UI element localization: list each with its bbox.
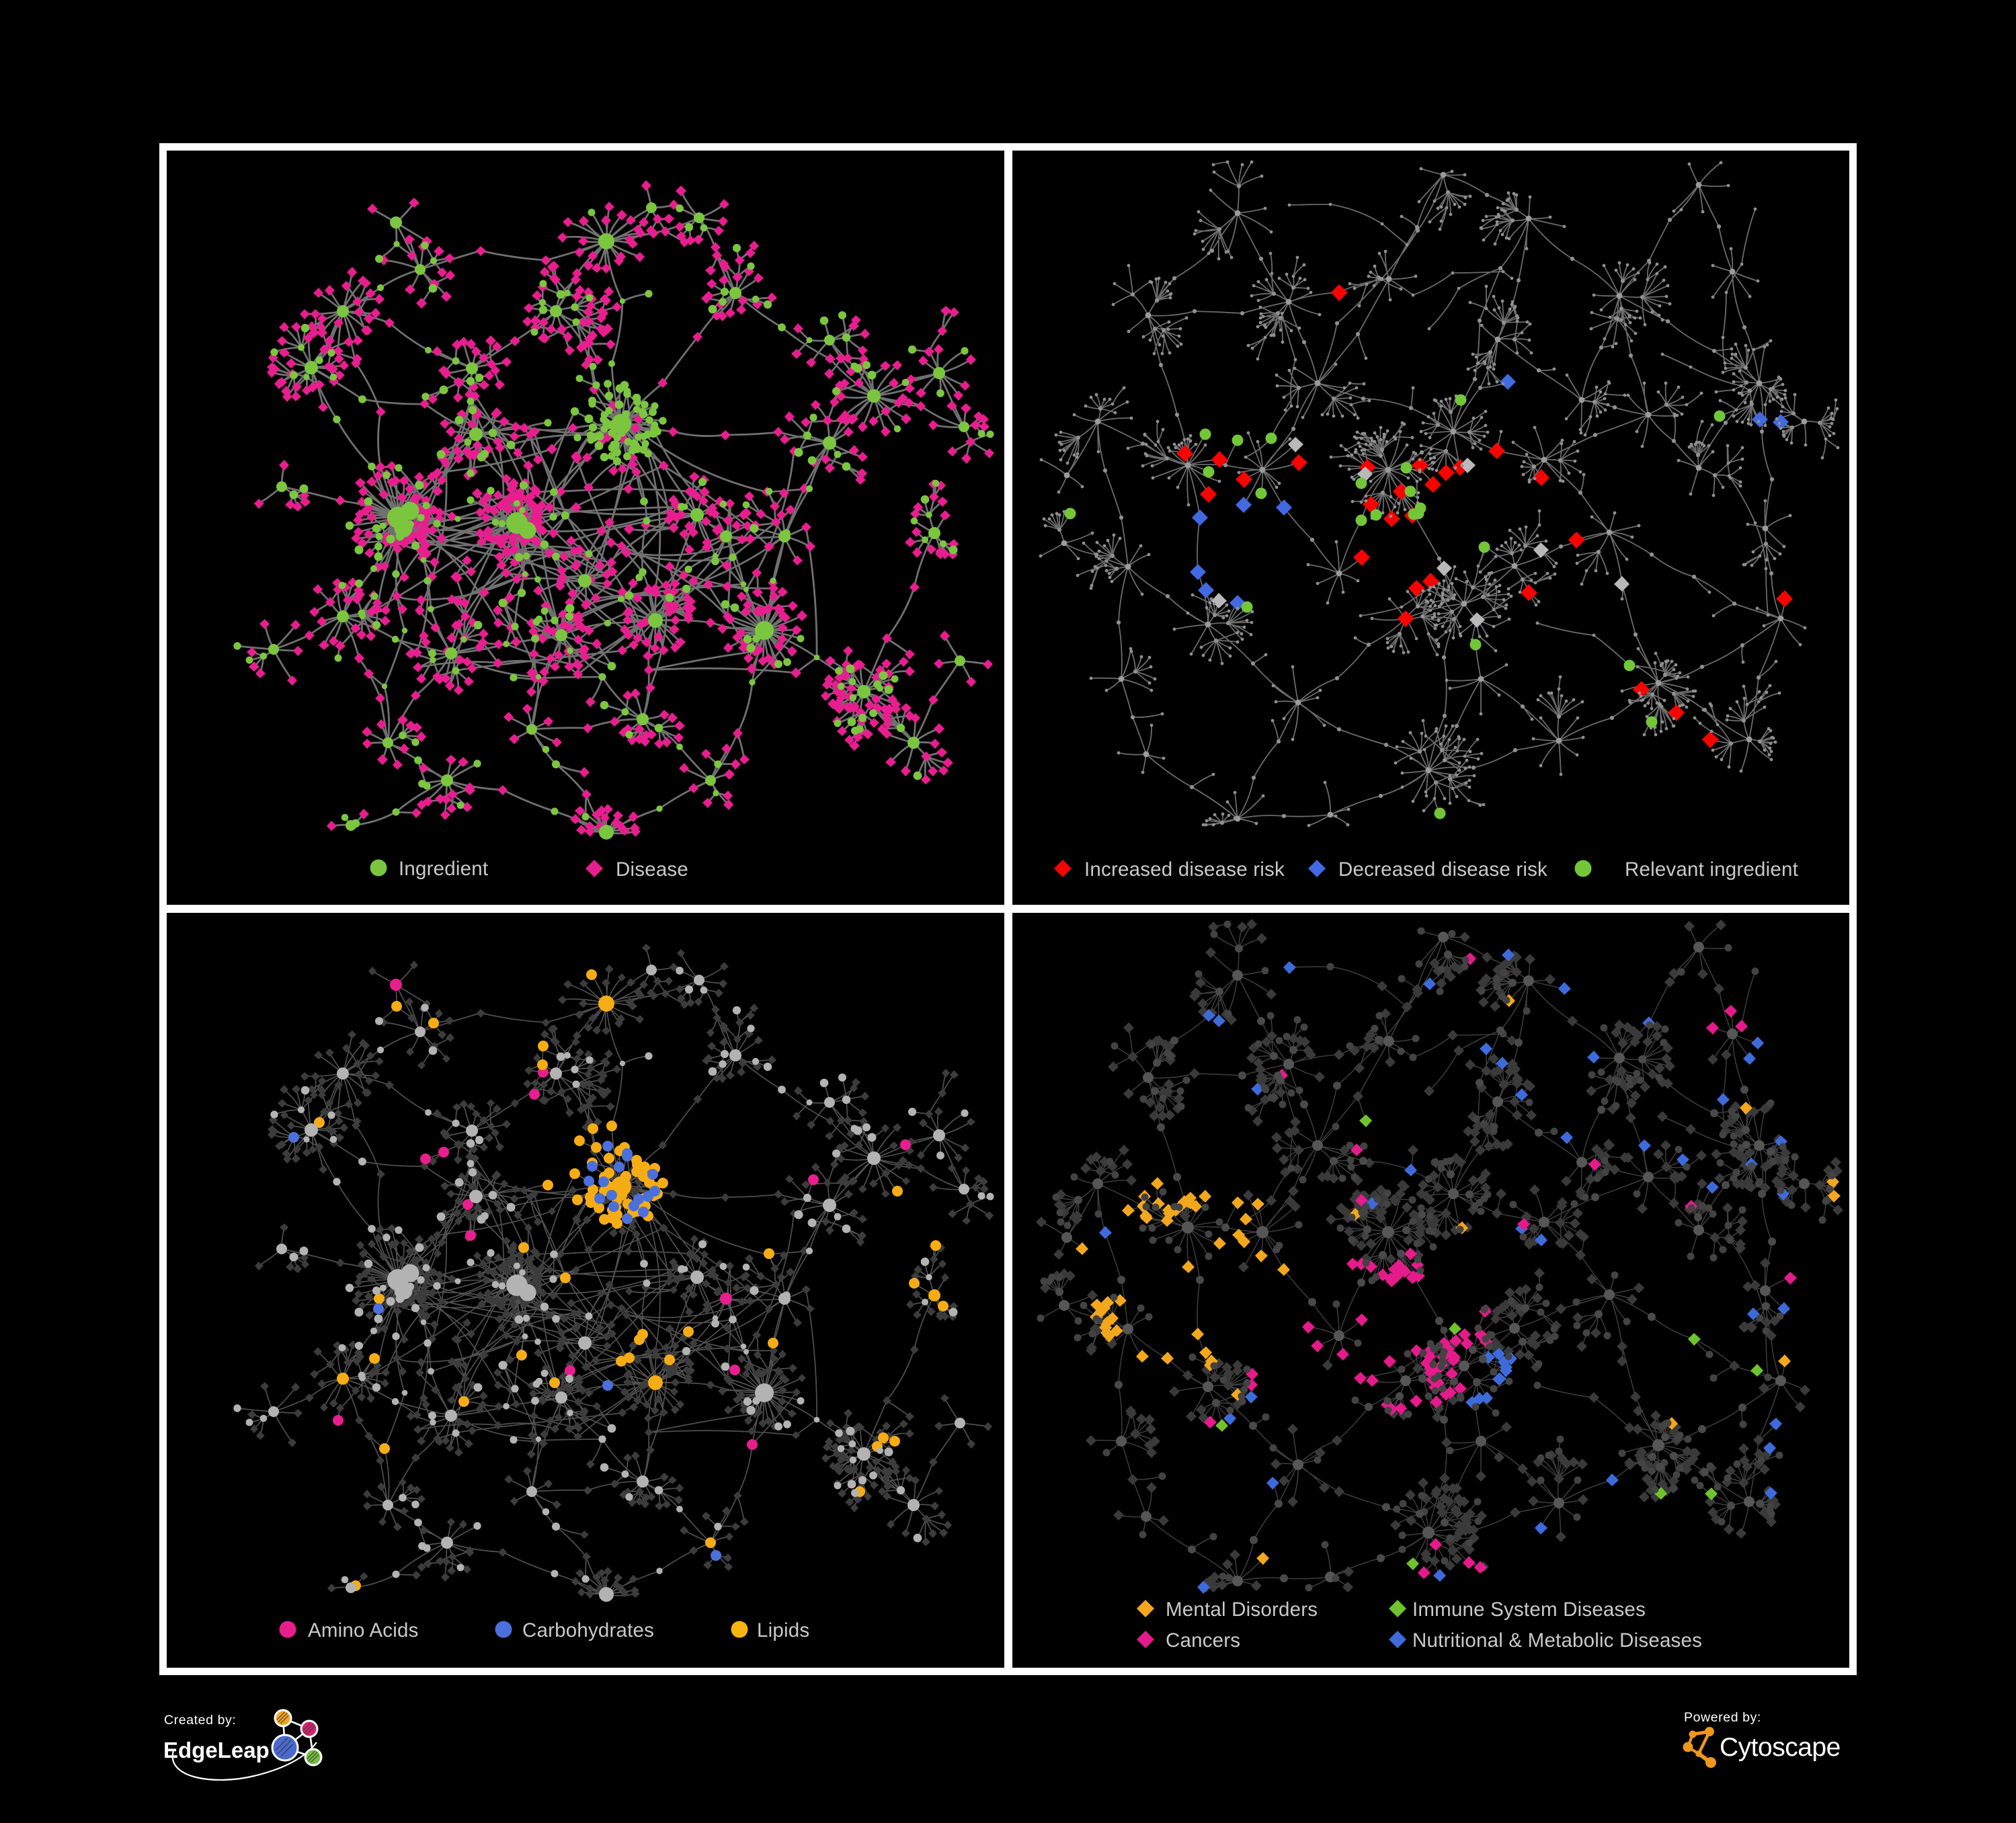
svg-text:Carbohydrates: Carbohydrates — [522, 1619, 654, 1642]
svg-text:Relevant ingredient: Relevant ingredient — [1625, 858, 1798, 881]
svg-text:Disease: Disease — [616, 858, 688, 881]
svg-text:Nutritional & Metabolic Diseas: Nutritional & Metabolic Diseases — [1412, 1629, 1702, 1652]
svg-text:Cytoscape: Cytoscape — [1720, 1733, 1841, 1762]
svg-text:EdgeLeap: EdgeLeap — [163, 1738, 270, 1763]
svg-text:Decreased disease risk: Decreased disease risk — [1338, 858, 1547, 881]
svg-text:Powered by:: Powered by: — [1684, 1710, 1761, 1725]
svg-text:Mental Disorders: Mental Disorders — [1166, 1598, 1318, 1621]
svg-text:Cancers: Cancers — [1166, 1629, 1240, 1652]
svg-text:Amino Acids: Amino Acids — [308, 1619, 419, 1642]
svg-text:Immune System Diseases: Immune System Diseases — [1412, 1598, 1646, 1621]
svg-text:Created by:: Created by: — [164, 1713, 236, 1728]
svg-text:Increased disease risk: Increased disease risk — [1084, 858, 1285, 881]
svg-text:Lipids: Lipids — [757, 1619, 809, 1642]
svg-text:Ingredient: Ingredient — [399, 858, 488, 880]
